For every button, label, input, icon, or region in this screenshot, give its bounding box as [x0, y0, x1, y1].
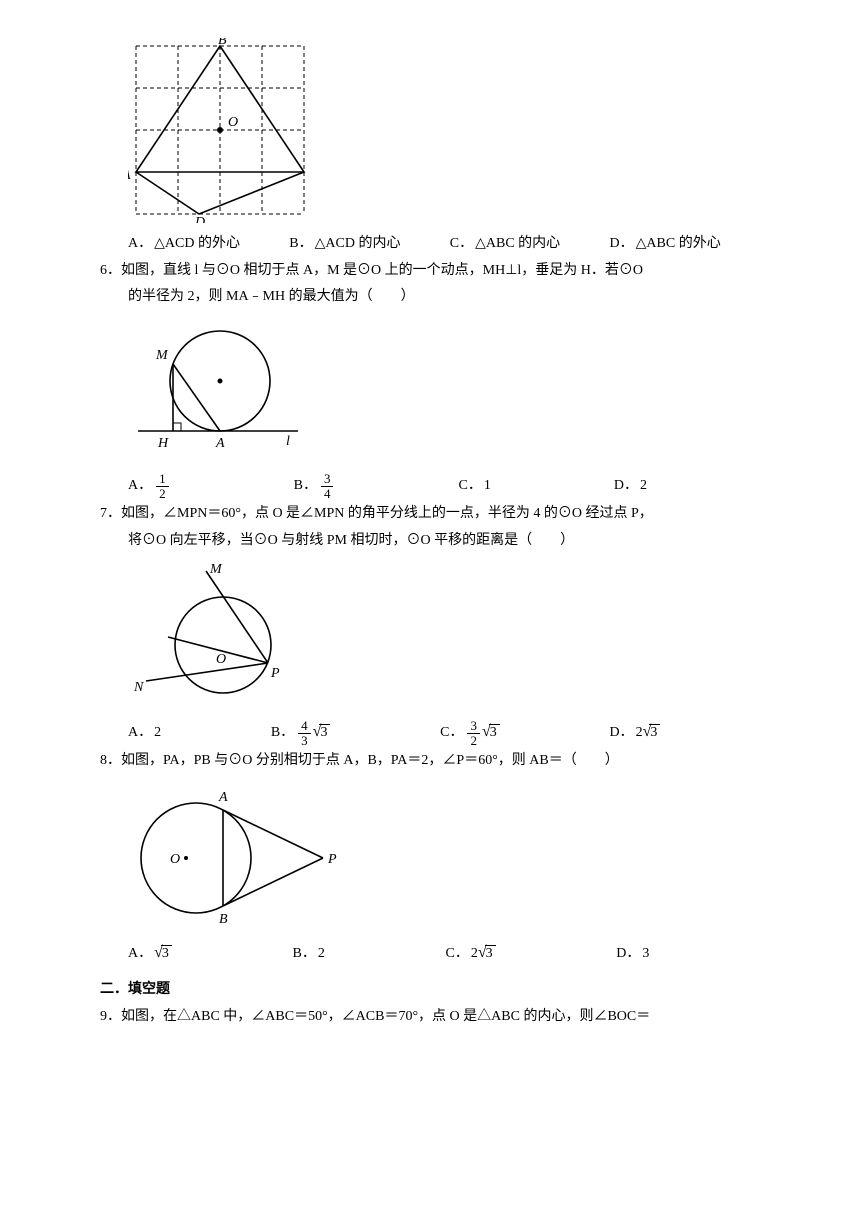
- q7: 7．如图，∠MPN＝60°，点 O 是∠MPN 的角平分线上的一点，半径为 4 …: [100, 501, 770, 554]
- svg-text:P: P: [327, 852, 337, 867]
- svg-text:B: B: [219, 912, 228, 927]
- q6: 6．如图，直线 l 与⊙O 相切于点 A，M 是⊙O 上的一个动点，MH⊥l，垂…: [100, 258, 770, 311]
- fraction: 32: [467, 719, 480, 749]
- q-text: 如图，在△ABC 中，∠ABC＝50°，∠ACB＝70°，点 O 是△ABC 的…: [121, 1009, 650, 1024]
- sqrt: √3: [482, 724, 500, 742]
- svg-text:H: H: [157, 436, 169, 451]
- q6-line1: 6．如图，直线 l 与⊙O 相切于点 A，M 是⊙O 上的一个动点，MH⊥l，垂…: [100, 258, 770, 285]
- svg-text:N: N: [133, 680, 144, 695]
- q9: 9．如图，在△ABC 中，∠ABC＝50°，∠ACB＝70°，点 O 是△ABC…: [100, 1004, 770, 1031]
- svg-text:M: M: [209, 563, 223, 577]
- svg-text:A: A: [215, 436, 225, 451]
- svg-text:O: O: [228, 115, 238, 130]
- q6-opt-c: C．1: [459, 472, 614, 502]
- sqrt: √3: [154, 945, 172, 963]
- opt-label: D．: [610, 231, 634, 258]
- q8-opt-d: D．3: [616, 941, 770, 968]
- opt-text: △ABC 的外心: [636, 231, 721, 258]
- q5-opt-b: B．△ACD 的内心: [289, 231, 450, 258]
- q5-svg: AB CD O: [128, 38, 308, 223]
- q5-figure: AB CD O: [128, 38, 770, 223]
- q6-options: A．12 B．34 C．1 D．2: [100, 472, 770, 502]
- opt-label: C．: [459, 473, 482, 500]
- q8: 8．如图，PA，PB 与⊙O 分别相切于点 A，B，PA＝2，∠P＝60°，则 …: [100, 748, 770, 775]
- q7-line1: 7．如图，∠MPN＝60°，点 O 是∠MPN 的角平分线上的一点，半径为 4 …: [100, 501, 770, 528]
- q6-opt-b: B．34: [294, 472, 459, 502]
- q-num: 6．: [100, 263, 121, 278]
- q8-opt-b: B．2: [293, 941, 446, 968]
- svg-text:l: l: [286, 434, 290, 449]
- q-num: 7．: [100, 506, 121, 521]
- q8-options: A．√3 B．2 C．2√3 D．3: [100, 941, 770, 968]
- q-text: 如图，直线 l 与⊙O 相切于点 A，M 是⊙O 上的一个动点，MH⊥l，垂足为…: [121, 263, 643, 278]
- q8-figure: A B O P: [128, 783, 770, 933]
- svg-text:O: O: [216, 652, 226, 667]
- q6-line2: 的半径为 2，则 MA﹣MH 的最大值为（ ）: [100, 284, 770, 311]
- section-2-title: 二．填空题: [100, 977, 770, 1004]
- svg-text:O: O: [170, 852, 180, 867]
- opt-label: A．: [128, 720, 152, 747]
- q8-opt-c: C．2√3: [446, 941, 617, 968]
- opt-label: B．: [271, 720, 294, 747]
- q6-opt-a: A．12: [128, 472, 294, 502]
- opt-text: △ACD 的外心: [154, 231, 240, 258]
- q-text: 如图，PA，PB 与⊙O 分别相切于点 A，B，PA＝2，∠P＝60°，则 AB…: [121, 753, 619, 768]
- q6-svg: M H Al: [128, 319, 303, 464]
- q7-figure: M N O P: [128, 563, 770, 711]
- q7-svg: M N O P: [128, 563, 308, 711]
- q6-opt-d: D．2: [614, 472, 770, 502]
- q-num: 8．: [100, 753, 121, 768]
- q8-line: 8．如图，PA，PB 与⊙O 分别相切于点 A，B，PA＝2，∠P＝60°，则 …: [100, 748, 770, 775]
- opt-label: A．: [128, 231, 152, 258]
- opt-label: D．: [609, 720, 633, 747]
- opt-text: 2: [154, 720, 161, 747]
- opt-text: △ABC 的内心: [475, 231, 560, 258]
- opt-text: 2: [318, 941, 325, 968]
- opt-text: △ACD 的内心: [315, 231, 401, 258]
- q9-line: 9．如图，在△ABC 中，∠ABC＝50°，∠ACB＝70°，点 O 是△ABC…: [100, 1004, 770, 1031]
- q5-opt-c: C．△ABC 的内心: [450, 231, 610, 258]
- opt-label: A．: [128, 473, 152, 500]
- fraction: 43: [298, 719, 311, 749]
- svg-text:A: A: [218, 790, 228, 805]
- q7-opt-c: C．32√3: [440, 719, 609, 749]
- opt-text: 2: [640, 473, 647, 500]
- q6-figure: M H Al: [128, 319, 770, 464]
- q-num: 9．: [100, 1009, 121, 1024]
- opt-label: C．: [450, 231, 473, 258]
- q5-opt-d: D．△ABC 的外心: [610, 231, 771, 258]
- sqrt: √3: [643, 724, 661, 742]
- opt-label: C．: [440, 720, 463, 747]
- q7-opt-b: B．43√3: [271, 719, 440, 749]
- opt-text: 1: [484, 473, 491, 500]
- svg-text:D: D: [194, 215, 205, 223]
- q5-opt-a: A．△ACD 的外心: [128, 231, 289, 258]
- opt-label: C．: [446, 941, 469, 968]
- svg-text:M: M: [155, 348, 169, 363]
- opt-label: A．: [128, 941, 152, 968]
- svg-text:P: P: [270, 666, 280, 681]
- q5-options: A．△ACD 的外心 B．△ACD 的内心 C．△ABC 的内心 D．△ABC …: [100, 231, 770, 258]
- opt-label: B．: [293, 941, 316, 968]
- coef: 2: [636, 720, 643, 747]
- svg-text:A: A: [128, 168, 131, 183]
- opt-label: B．: [289, 231, 312, 258]
- opt-label: D．: [616, 941, 640, 968]
- sqrt: √3: [313, 724, 331, 742]
- q7-opt-a: A．2: [128, 719, 271, 749]
- sqrt: √3: [478, 945, 496, 963]
- q7-opt-d: D．2√3: [609, 719, 770, 749]
- coef: 2: [471, 941, 478, 968]
- q-text: 如图，∠MPN＝60°，点 O 是∠MPN 的角平分线上的一点，半径为 4 的⊙…: [121, 506, 653, 521]
- q7-options: A．2 B．43√3 C．32√3 D．2√3: [100, 719, 770, 749]
- opt-label: D．: [614, 473, 638, 500]
- svg-text:B: B: [218, 38, 227, 48]
- q8-svg: A B O P: [128, 783, 348, 933]
- opt-label: B．: [294, 473, 317, 500]
- q7-line2: 将⊙O 向左平移，当⊙O 与射线 PM 相切时，⊙O 平移的距离是（ ）: [100, 528, 770, 555]
- fraction: 12: [156, 472, 169, 502]
- q8-opt-a: A．√3: [128, 941, 293, 968]
- fraction: 34: [321, 472, 334, 502]
- opt-text: 3: [642, 941, 649, 968]
